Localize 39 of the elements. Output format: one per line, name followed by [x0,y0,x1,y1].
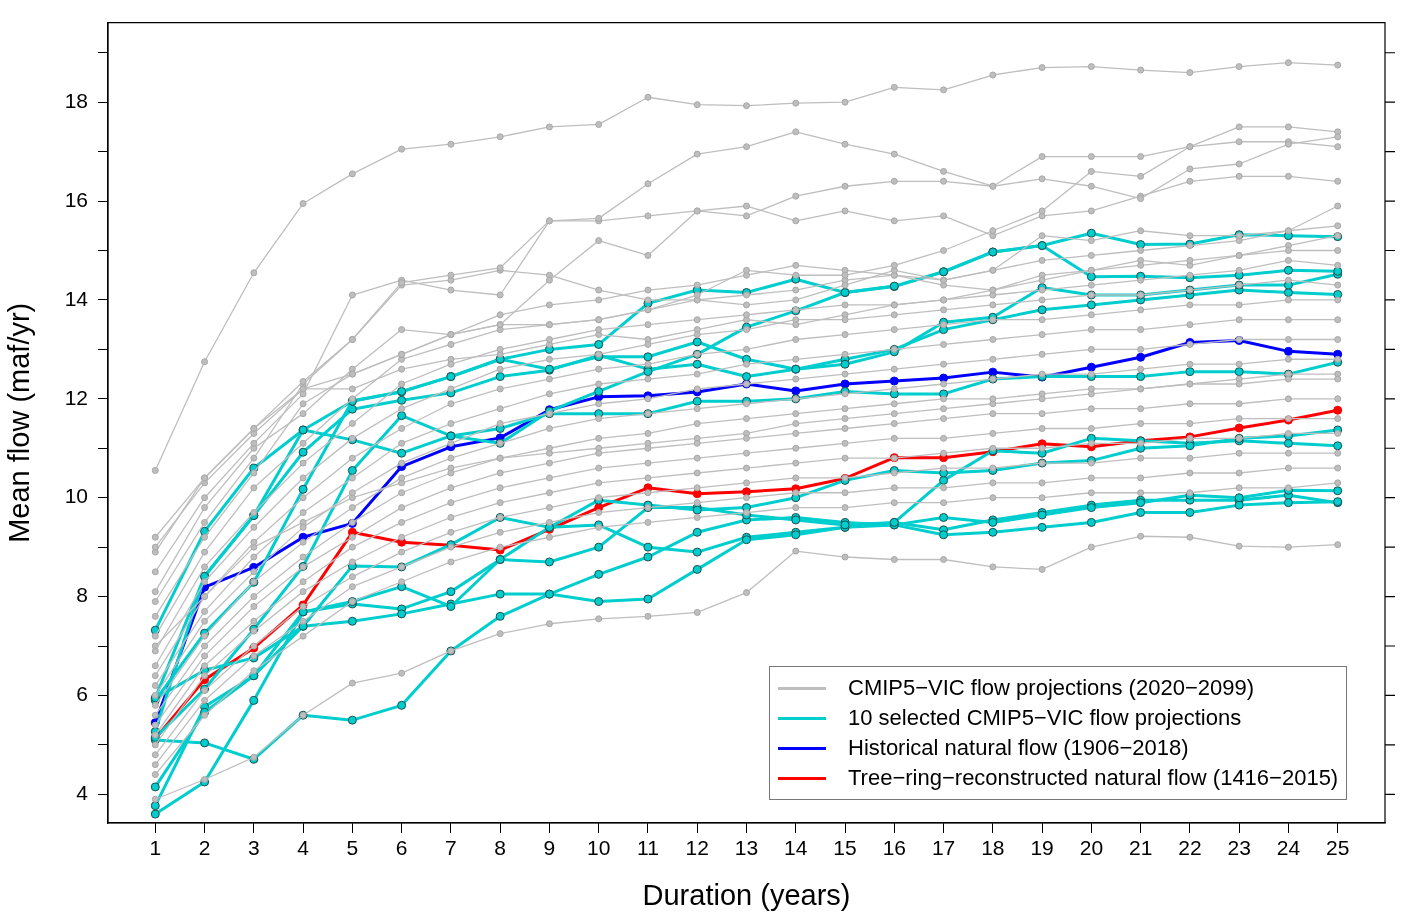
x-tick-label: 20 [1079,836,1104,860]
legend-label: Tree−ring−reconstructed natural flow (1416−2015) [848,765,1339,791]
x-tick-label: 18 [981,836,1005,860]
x-axis-title: Duration (years) [642,878,851,911]
x-tick-label: 12 [685,836,709,860]
x-tick-label: 19 [1030,836,1054,860]
x-tick-label: 2 [198,836,211,860]
x-tick-label: 11 [637,836,659,860]
x-tick-label: 3 [247,836,260,860]
x-tick-label: 6 [395,836,408,860]
y-tick-label: 18 [64,88,88,112]
y-tick-label: 6 [76,682,88,706]
x-tick-label: 23 [1227,836,1251,860]
x-tick-label: 5 [346,836,359,860]
legend-label: 10 selected CMIP5−VIC flow projections [848,705,1242,731]
x-tick-label: 13 [734,836,759,860]
y-tick-label: 10 [64,484,88,508]
x-tick-label: 8 [494,836,507,860]
x-tick-label: 17 [931,836,956,860]
x-tick-label: 22 [1178,836,1202,860]
x-tick-label: 4 [297,836,310,860]
x-tick-label: 7 [445,836,457,860]
x-tick-label: 9 [543,836,556,860]
x-tick-label: 25 [1326,836,1350,860]
x-tick-label: 16 [882,836,906,860]
y-tick-label: 12 [64,385,88,409]
y-tick-label: 14 [64,286,89,310]
x-tick-label: 14 [784,836,808,860]
legend-label: CMIP5−VIC flow projections (2020−2099) [848,675,1254,701]
x-tick-label: 21 [1128,836,1153,860]
x-tick-label: 24 [1276,836,1301,860]
y-tick-label: 4 [76,781,89,805]
x-tick-label: 10 [587,836,611,860]
legend-label: Historical natural flow (1906−2018) [848,735,1189,761]
y-axis-title: Mean flow (maf/yr) [3,302,36,543]
x-tick-label: 15 [833,836,857,860]
y-tick-label: 8 [76,583,88,607]
y-tick-label: 16 [64,187,88,211]
x-tick-label: 1 [149,836,162,860]
